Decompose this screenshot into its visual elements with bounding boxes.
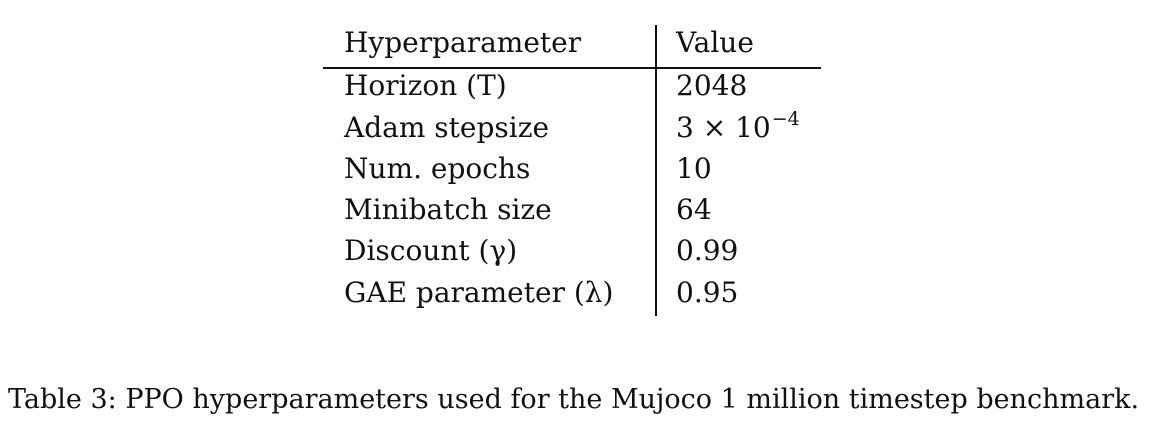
table-caption: Table 3: PPO hyperparameters used for th… (8, 384, 1140, 415)
row-horizon-label: Horizon (T) (344, 69, 507, 102)
header-rule (323, 67, 821, 69)
column-divider (655, 25, 657, 316)
row-gae-parameter-value: 0.95 (676, 276, 739, 309)
adam-stepsize-mantissa: 3 × 10 (676, 111, 771, 144)
header-value: Value (676, 26, 754, 59)
row-minibatch-size-value: 64 (676, 193, 712, 226)
row-adam-stepsize-label: Adam stepsize (344, 111, 550, 144)
row-minibatch-size-label: Minibatch size (344, 193, 552, 226)
row-horizon-value: 2048 (676, 69, 748, 102)
row-discount-label: Discount (γ) (344, 234, 518, 267)
row-adam-stepsize-value: 3 × 10−4 (676, 108, 800, 151)
header-hyperparameter: Hyperparameter (344, 26, 582, 59)
row-gae-parameter-label: GAE parameter (λ) (344, 276, 614, 309)
adam-stepsize-exponent: −4 (771, 108, 800, 130)
row-num-epochs-value: 10 (676, 152, 712, 185)
row-num-epochs-label: Num. epochs (344, 152, 531, 185)
row-discount-value: 0.99 (676, 234, 739, 267)
